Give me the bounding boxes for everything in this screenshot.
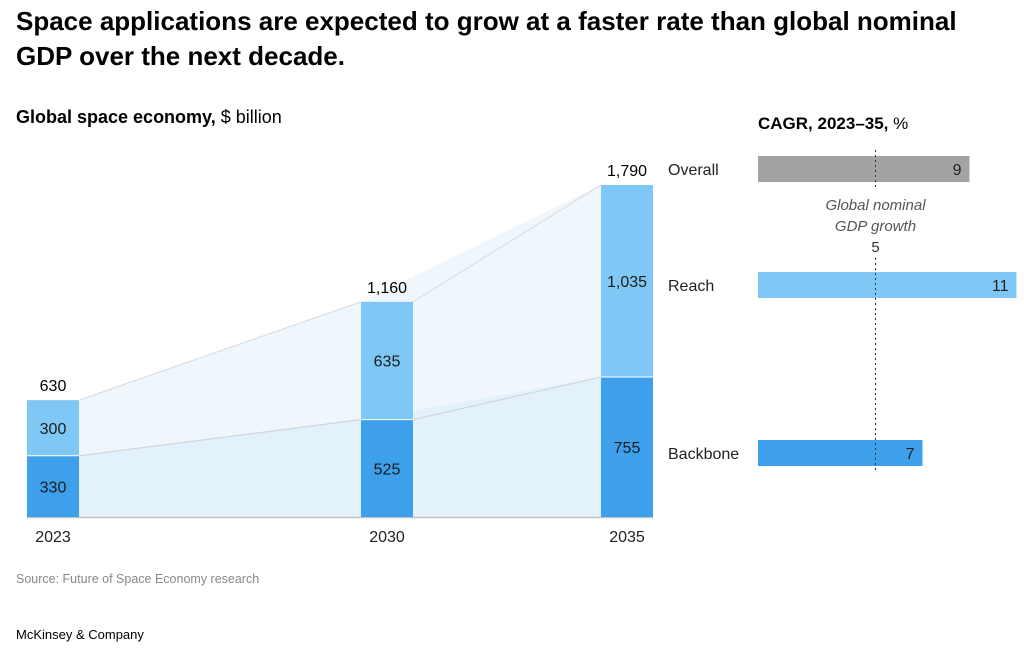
bar-value-backbone-2023: 330 [40, 479, 67, 496]
cagr-category-label-backbone: Backbone [668, 446, 739, 463]
backbone-connector-line [78, 419, 362, 457]
bar-value-reach-2030: 635 [374, 354, 401, 371]
stacked-chart-title-bold: Global space economy, [16, 107, 216, 127]
total-connector-line [412, 184, 602, 303]
bar-backbone-2023 [27, 455, 79, 517]
cagr-bar-reach [758, 272, 1017, 298]
cagr-chart-title-unit: % [888, 114, 909, 133]
reach-connector-area [79, 185, 601, 456]
chart-headline: Space applications are expected to grow … [16, 6, 957, 71]
bar-value-reach-2035: 1,035 [607, 274, 647, 291]
bar-reach-2035 [601, 185, 653, 377]
cagr-category-label-overall: Overall [668, 162, 719, 179]
x-tick-label-2030: 2030 [369, 529, 405, 546]
cagr-bar-overall [758, 156, 970, 182]
backbone-connector-area [79, 376, 601, 517]
cagr-bar-backbone [758, 440, 923, 466]
x-tick-label-2023: 2023 [35, 529, 71, 546]
source-note: Source: Future of Space Economy research [16, 572, 260, 586]
bar-total-2035: 1,790 [607, 163, 647, 180]
cagr-chart-title-bold: CAGR, 2023–35, [758, 114, 889, 133]
bar-backbone-2035 [601, 376, 653, 517]
stacked-chart-title-unit: $ billion [215, 107, 282, 127]
bar-total-2023: 630 [40, 378, 67, 395]
backbone-connector-line [412, 376, 602, 421]
stacked-chart-title: Global space economy, $ billion [16, 107, 282, 128]
total-connector-line [78, 301, 362, 401]
bar-reach-2023 [27, 400, 79, 456]
bar-value-backbone-2030: 525 [374, 461, 401, 478]
brand-footer: McKinsey & Company [16, 627, 144, 642]
gdp-reference-label: GDP growth [835, 218, 916, 235]
bar-total-2030: 1,160 [367, 280, 407, 297]
gdp-reference-value: 5 [871, 239, 879, 256]
cagr-chart-title: CAGR, 2023–35, % [758, 114, 908, 134]
bar-value-reach-2023: 300 [40, 421, 67, 438]
gdp-reference-label: Global nominal [825, 197, 926, 214]
cagr-category-label-reach: Reach [668, 278, 714, 295]
x-tick-label-2035: 2035 [609, 529, 645, 546]
cagr-value-overall: 9 [953, 162, 962, 179]
cagr-value-backbone: 7 [906, 446, 915, 463]
bar-value-backbone-2035: 755 [614, 440, 641, 457]
space-economy-chart: 330 300 630 2023 525 635 1,160 2030 755 1,035 1,79… [27, 150, 1017, 546]
cagr-value-reach: 11 [992, 278, 1009, 295]
bar-backbone-2030 [361, 419, 413, 517]
bar-reach-2030 [361, 301, 413, 420]
